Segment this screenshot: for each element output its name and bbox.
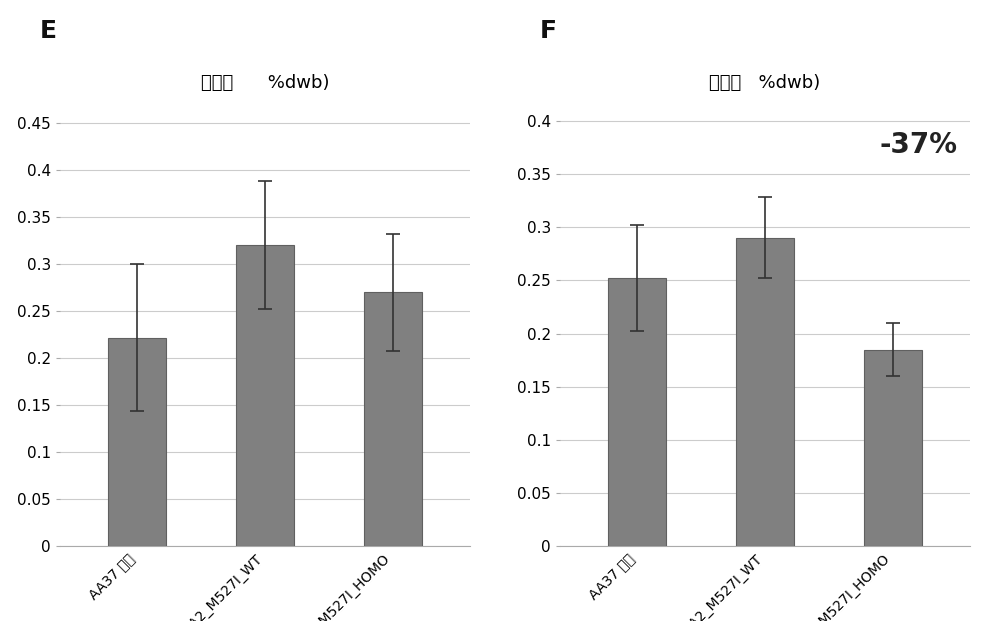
- Bar: [364, 292, 422, 546]
- Title: 硝酸盐   %dwb): 硝酸盐 %dwb): [709, 75, 821, 93]
- Bar: [864, 350, 922, 546]
- Bar: [608, 278, 666, 546]
- Bar: [736, 238, 794, 546]
- Text: F: F: [540, 19, 557, 43]
- Text: E: E: [40, 19, 57, 43]
- Title: 还原糖      %dwb): 还原糖 %dwb): [201, 75, 329, 93]
- Bar: [236, 245, 294, 546]
- Text: -37%: -37%: [880, 130, 958, 158]
- Bar: [108, 337, 166, 546]
